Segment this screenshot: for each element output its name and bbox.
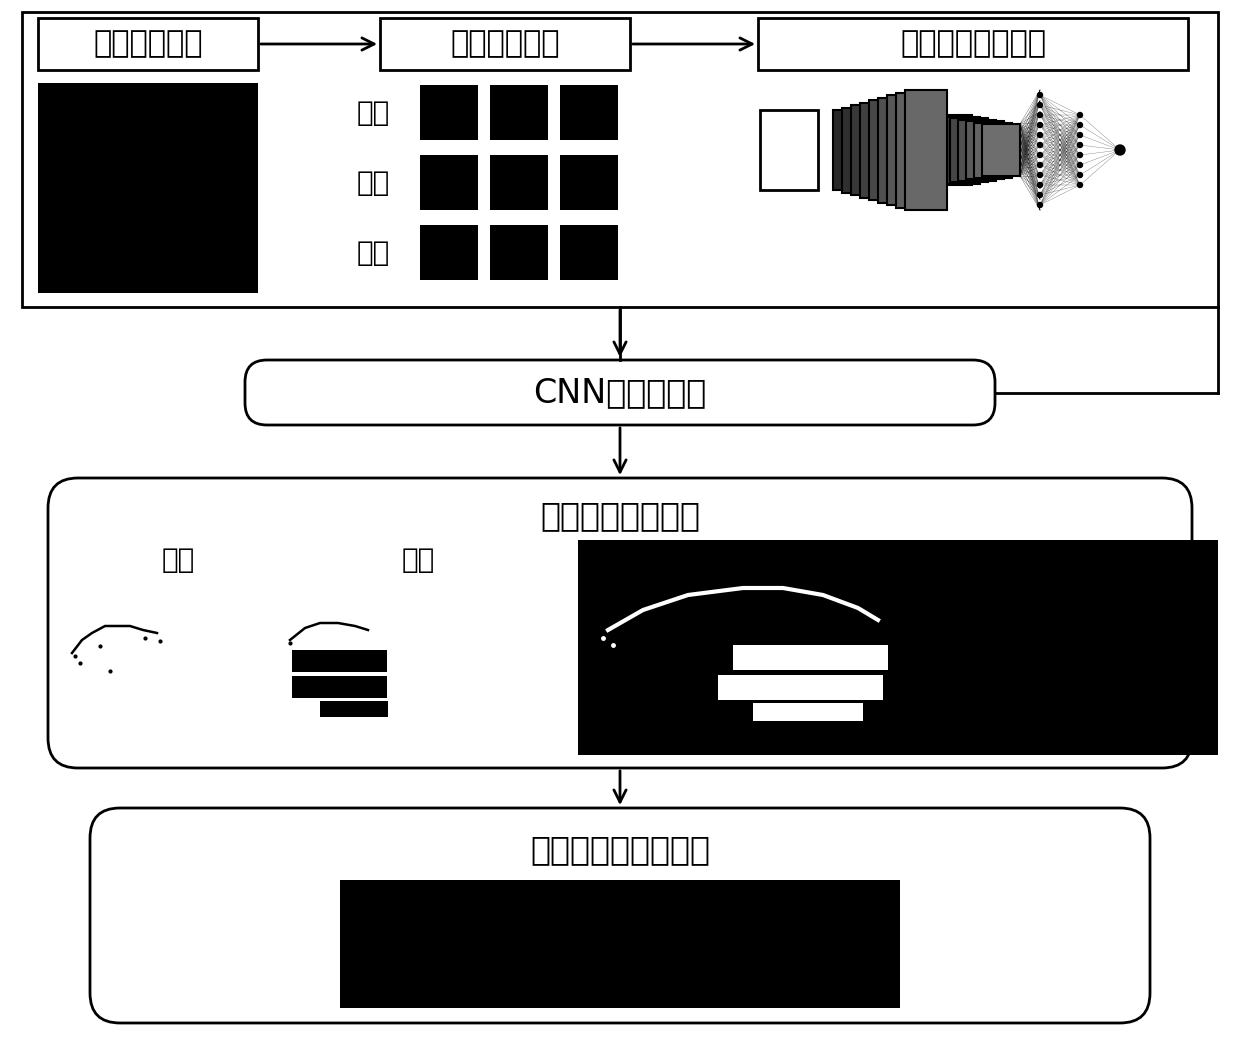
Text: CNN裂缝识别器: CNN裂缝识别器 (533, 376, 707, 409)
Bar (966, 121, 1004, 179)
Bar (38, 18, 258, 70)
Circle shape (1115, 145, 1125, 155)
FancyBboxPatch shape (246, 359, 994, 425)
Circle shape (1038, 122, 1043, 127)
Text: 裂缝二值化结果输出: 裂缝二值化结果输出 (529, 834, 711, 866)
Text: 字迹: 字迹 (357, 168, 391, 196)
Bar (420, 85, 477, 140)
Bar (38, 83, 258, 293)
Bar (897, 93, 937, 208)
Bar (869, 100, 911, 200)
Circle shape (1078, 153, 1083, 158)
Circle shape (1038, 183, 1043, 187)
Bar (490, 85, 548, 140)
Bar (420, 225, 477, 280)
Bar (833, 110, 875, 190)
Bar (982, 124, 1021, 176)
Text: 深度卷积神经网络: 深度卷积神经网络 (900, 29, 1047, 59)
Bar (905, 90, 947, 210)
Circle shape (1038, 133, 1043, 138)
Circle shape (1038, 192, 1043, 198)
Text: 子单元及标签: 子单元及标签 (450, 29, 559, 59)
Bar (887, 95, 929, 205)
Circle shape (1078, 113, 1083, 117)
Bar (718, 675, 883, 700)
Bar (861, 102, 901, 198)
Bar (934, 115, 972, 185)
Bar (420, 155, 477, 210)
Bar (22, 11, 1218, 307)
Bar (950, 118, 988, 182)
Circle shape (1078, 183, 1083, 187)
Bar (490, 155, 548, 210)
Text: 裂缝: 裂缝 (357, 98, 391, 126)
Bar (291, 650, 387, 672)
Circle shape (1038, 113, 1043, 117)
Text: 字迹: 字迹 (402, 545, 435, 574)
Circle shape (1078, 172, 1083, 178)
Text: 裂缝: 裂缝 (161, 545, 195, 574)
Bar (578, 540, 1218, 754)
Text: 输入原始图像: 输入原始图像 (93, 29, 203, 59)
Bar (560, 155, 618, 210)
Circle shape (1038, 93, 1043, 97)
Bar (842, 108, 884, 192)
Circle shape (1078, 142, 1083, 147)
Text: 单元类型分类预测: 单元类型分类预测 (539, 500, 701, 533)
Bar (851, 104, 893, 195)
Bar (760, 110, 818, 190)
Bar (320, 701, 388, 717)
Circle shape (1038, 163, 1043, 167)
FancyBboxPatch shape (48, 478, 1192, 768)
Bar (379, 18, 630, 70)
Bar (291, 676, 387, 698)
Bar (758, 18, 1188, 70)
Bar (973, 122, 1012, 178)
Text: 背景: 背景 (357, 238, 391, 266)
Bar (753, 703, 863, 721)
Circle shape (1038, 102, 1043, 108)
Circle shape (1078, 163, 1083, 167)
Circle shape (1038, 153, 1043, 158)
Bar (560, 85, 618, 140)
Bar (490, 225, 548, 280)
Bar (959, 119, 996, 181)
Bar (733, 645, 888, 670)
Circle shape (1078, 122, 1083, 127)
FancyBboxPatch shape (91, 808, 1149, 1023)
Circle shape (1038, 203, 1043, 208)
Circle shape (1038, 142, 1043, 147)
Circle shape (1078, 133, 1083, 138)
Circle shape (1038, 172, 1043, 178)
Bar (560, 225, 618, 280)
Bar (878, 97, 920, 203)
Bar (340, 880, 900, 1008)
Bar (942, 116, 980, 184)
